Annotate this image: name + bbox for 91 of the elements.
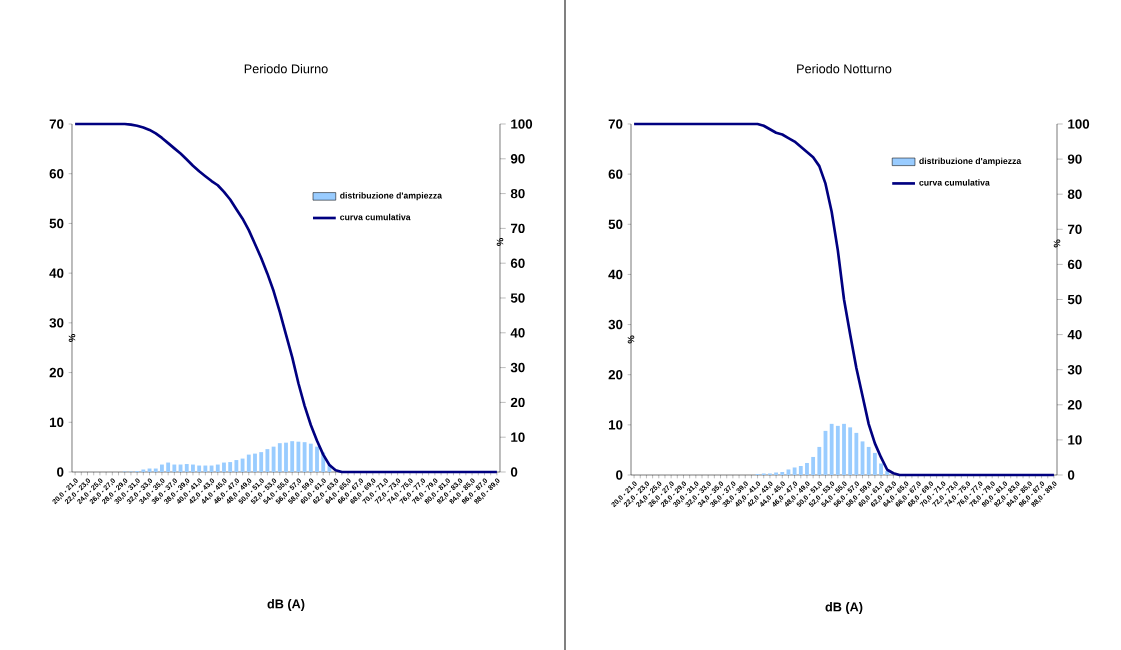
y-tick-label: 60 bbox=[608, 169, 623, 179]
bar bbox=[240, 458, 245, 472]
bar bbox=[315, 446, 319, 472]
legend-label: distribuzione d'ampiezza bbox=[340, 192, 443, 201]
legend-label: curva cumulativa bbox=[919, 179, 990, 186]
y2-tick-label: 10 bbox=[1068, 435, 1082, 445]
y-tick-label: 20 bbox=[49, 367, 64, 378]
bar bbox=[829, 423, 834, 475]
y2-axis-title: % bbox=[1053, 239, 1061, 248]
bar bbox=[842, 423, 846, 475]
bar bbox=[885, 470, 890, 475]
y2-tick-label: 0 bbox=[510, 467, 518, 477]
bar bbox=[203, 465, 208, 472]
bar bbox=[817, 446, 822, 475]
y2-tick-label: 100 bbox=[511, 119, 533, 129]
bar bbox=[197, 465, 202, 472]
bar bbox=[184, 464, 189, 472]
y-tick-label: 10 bbox=[49, 417, 64, 427]
bar bbox=[172, 464, 177, 472]
bar bbox=[234, 460, 239, 472]
bar bbox=[284, 442, 288, 472]
y-axis-title: % bbox=[627, 335, 635, 344]
legend-label: curva cumulativa bbox=[340, 213, 411, 221]
bar bbox=[774, 472, 779, 475]
bar bbox=[246, 454, 251, 472]
y-tick-label: 50 bbox=[49, 218, 64, 229]
chart-title: Periodo Diurno bbox=[244, 63, 328, 74]
y2-tick-label: 30 bbox=[510, 362, 525, 373]
y2-tick-label: 80 bbox=[1067, 189, 1082, 199]
chart-title: Periodo Notturno bbox=[797, 63, 892, 74]
y-tick-label: 70 bbox=[49, 119, 64, 129]
y2-tick-label: 20 bbox=[1067, 400, 1082, 410]
y2-tick-label: 70 bbox=[510, 223, 525, 234]
bar bbox=[265, 449, 270, 472]
bar bbox=[160, 464, 164, 472]
y2-tick-label: 0 bbox=[1067, 470, 1075, 480]
bar bbox=[271, 446, 276, 472]
y-tick-label: 30 bbox=[49, 318, 64, 328]
y2-tick-label: 40 bbox=[510, 328, 525, 338]
y2-tick-label: 100 bbox=[1068, 119, 1090, 129]
bar bbox=[153, 468, 158, 472]
bar bbox=[253, 453, 257, 472]
bar bbox=[866, 446, 871, 475]
x-axis-title: dB (A) bbox=[267, 599, 305, 611]
bar bbox=[811, 456, 816, 475]
y2-tick-label: 20 bbox=[510, 397, 525, 408]
y-tick-label: 0 bbox=[616, 470, 623, 480]
y-tick-label: 40 bbox=[608, 269, 623, 280]
y2-tick-label: 50 bbox=[1067, 294, 1082, 305]
y-tick-label: 30 bbox=[608, 319, 623, 330]
y2-tick-label: 60 bbox=[1067, 259, 1082, 270]
bar bbox=[296, 441, 301, 472]
bar bbox=[308, 443, 313, 472]
y-tick-label: 70 bbox=[608, 119, 623, 129]
bar bbox=[798, 465, 803, 475]
bar bbox=[792, 467, 797, 475]
y2-tick-label: 60 bbox=[510, 258, 525, 268]
bar bbox=[191, 464, 195, 472]
bar bbox=[166, 462, 171, 472]
bar bbox=[222, 462, 226, 472]
bar bbox=[848, 427, 853, 475]
bar bbox=[835, 425, 840, 475]
y2-tick-label: 80 bbox=[510, 188, 525, 199]
bar bbox=[854, 432, 859, 475]
y2-tick-label: 10 bbox=[511, 432, 525, 442]
y-tick-label: 20 bbox=[608, 370, 623, 380]
bar bbox=[872, 452, 877, 475]
bar bbox=[259, 452, 264, 472]
bar bbox=[290, 441, 295, 472]
bar bbox=[215, 464, 220, 472]
y2-tick-label: 90 bbox=[1067, 154, 1082, 164]
y-tick-label: 50 bbox=[608, 219, 623, 229]
x-axis-title: dB (A) bbox=[825, 602, 863, 614]
y-tick-label: 0 bbox=[57, 467, 64, 477]
legend-label: distribuzione d'ampiezza bbox=[919, 157, 1022, 166]
bar bbox=[780, 471, 785, 475]
y-tick-label: 40 bbox=[49, 268, 64, 278]
bar bbox=[879, 463, 883, 475]
y2-axis-title: % bbox=[496, 238, 504, 246]
bar bbox=[277, 443, 282, 472]
y2-tick-label: 90 bbox=[510, 154, 525, 164]
y-axis-title: % bbox=[68, 334, 76, 342]
y2-tick-label: 40 bbox=[1067, 329, 1082, 340]
bar bbox=[302, 442, 307, 472]
y2-tick-label: 50 bbox=[510, 293, 525, 303]
y2-tick-label: 30 bbox=[1067, 364, 1082, 375]
y-tick-label: 10 bbox=[608, 420, 623, 430]
y2-tick-label: 70 bbox=[1067, 224, 1082, 235]
bar bbox=[228, 462, 233, 472]
bar bbox=[805, 462, 809, 475]
y-tick-label: 60 bbox=[49, 169, 64, 179]
